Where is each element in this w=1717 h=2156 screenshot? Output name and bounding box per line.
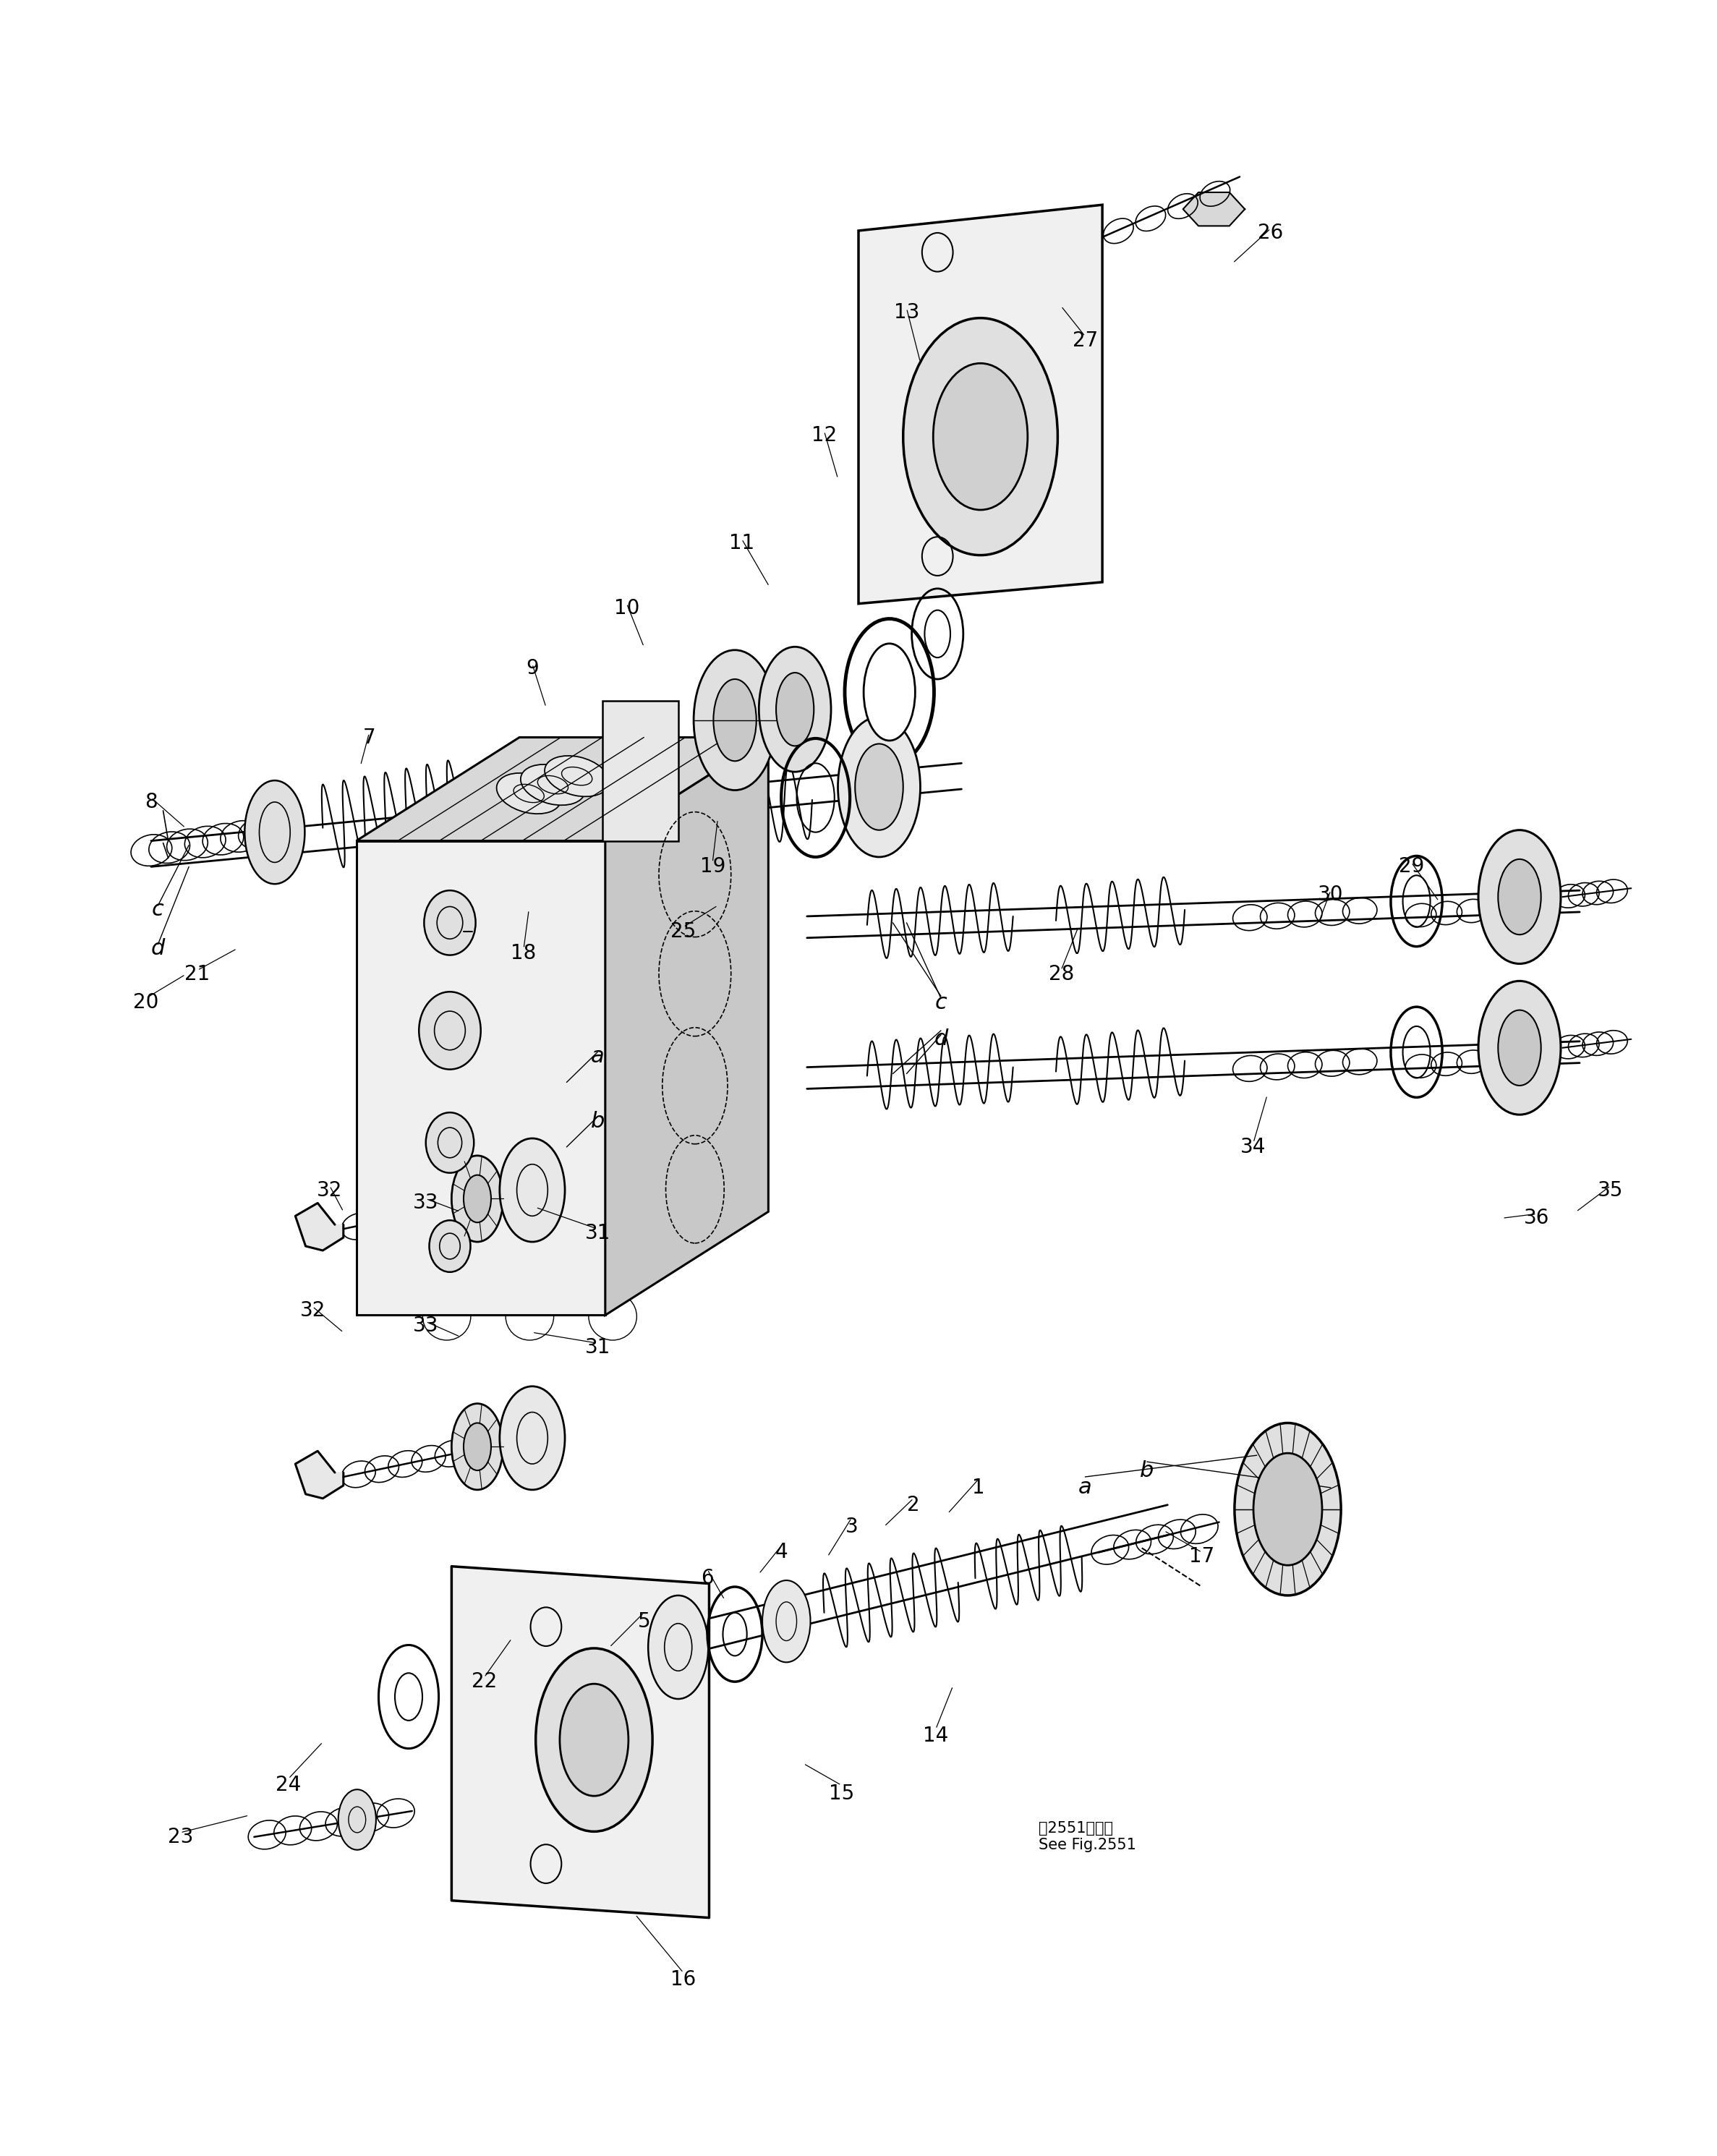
Text: 23: 23: [168, 1826, 192, 1848]
Text: b: b: [1140, 1460, 1154, 1481]
Text: 32: 32: [300, 1300, 325, 1322]
Ellipse shape: [649, 1595, 707, 1699]
Ellipse shape: [1497, 860, 1542, 936]
Polygon shape: [357, 841, 604, 1315]
Text: 10: 10: [615, 597, 639, 619]
Text: 12: 12: [812, 425, 836, 446]
Polygon shape: [357, 737, 767, 841]
Ellipse shape: [464, 1175, 491, 1222]
Text: 33: 33: [414, 1192, 438, 1214]
Ellipse shape: [452, 1404, 503, 1490]
Text: 24: 24: [276, 1774, 300, 1796]
Text: 34: 34: [1241, 1136, 1265, 1158]
Text: 27: 27: [1073, 330, 1097, 351]
Ellipse shape: [520, 765, 585, 804]
Ellipse shape: [419, 992, 481, 1069]
Polygon shape: [858, 205, 1102, 604]
Ellipse shape: [845, 619, 934, 765]
Text: 3: 3: [845, 1516, 858, 1537]
Ellipse shape: [424, 890, 476, 955]
Text: 22: 22: [472, 1671, 496, 1692]
Ellipse shape: [560, 1684, 628, 1796]
Ellipse shape: [244, 780, 306, 884]
Text: 11: 11: [730, 533, 754, 554]
Ellipse shape: [544, 757, 610, 796]
Ellipse shape: [496, 774, 561, 813]
Ellipse shape: [500, 1386, 565, 1490]
Polygon shape: [452, 1565, 709, 1919]
Text: a: a: [591, 1046, 604, 1067]
Text: a: a: [1078, 1477, 1092, 1498]
Ellipse shape: [903, 319, 1058, 556]
Ellipse shape: [1497, 1011, 1542, 1087]
Ellipse shape: [426, 1112, 474, 1173]
Text: 28: 28: [1049, 964, 1073, 985]
Text: 30: 30: [1319, 884, 1343, 906]
Ellipse shape: [452, 1156, 503, 1242]
Text: 33: 33: [414, 1315, 438, 1337]
Text: 26: 26: [1259, 222, 1283, 244]
Ellipse shape: [694, 651, 776, 791]
Polygon shape: [604, 737, 767, 1315]
Text: 17: 17: [1190, 1546, 1214, 1567]
Ellipse shape: [536, 1647, 652, 1833]
Ellipse shape: [1235, 1423, 1341, 1595]
Text: 31: 31: [585, 1222, 610, 1244]
Text: 25: 25: [671, 921, 695, 942]
Text: 31: 31: [585, 1337, 610, 1358]
Text: b: b: [591, 1110, 604, 1132]
Polygon shape: [295, 1451, 343, 1498]
Text: c: c: [151, 899, 165, 921]
Ellipse shape: [932, 364, 1027, 511]
Text: 21: 21: [185, 964, 209, 985]
Text: 36: 36: [1525, 1207, 1549, 1229]
Text: 4: 4: [774, 1542, 788, 1563]
Text: d: d: [934, 1028, 948, 1050]
Text: 1: 1: [972, 1477, 986, 1498]
Ellipse shape: [1478, 981, 1561, 1115]
Text: c: c: [934, 992, 948, 1013]
Text: 18: 18: [512, 942, 536, 964]
Text: 20: 20: [134, 992, 158, 1013]
Ellipse shape: [464, 1423, 491, 1470]
Ellipse shape: [855, 744, 903, 830]
Ellipse shape: [759, 647, 831, 772]
Text: 16: 16: [671, 1968, 695, 1990]
Ellipse shape: [762, 1580, 810, 1662]
Text: 15: 15: [829, 1783, 853, 1805]
Text: 29: 29: [1399, 856, 1423, 877]
Polygon shape: [1183, 192, 1245, 226]
Text: 19: 19: [701, 856, 725, 877]
Text: 2: 2: [907, 1494, 920, 1516]
Ellipse shape: [1478, 830, 1561, 964]
Text: 32: 32: [318, 1179, 342, 1201]
Text: 35: 35: [1599, 1179, 1623, 1201]
Text: 第2551図参照
See Fig.2551: 第2551図参照 See Fig.2551: [1039, 1822, 1137, 1852]
Text: 9: 9: [525, 658, 539, 679]
Ellipse shape: [1253, 1453, 1322, 1565]
Ellipse shape: [864, 645, 915, 742]
Text: 5: 5: [637, 1611, 651, 1632]
Ellipse shape: [500, 1138, 565, 1242]
Text: 6: 6: [701, 1567, 714, 1589]
Text: 14: 14: [924, 1725, 948, 1746]
Ellipse shape: [838, 718, 920, 858]
Text: 7: 7: [362, 727, 376, 748]
Ellipse shape: [714, 679, 755, 761]
Text: 8: 8: [144, 791, 158, 813]
Bar: [603, 701, 678, 841]
Text: 13: 13: [895, 302, 919, 323]
Ellipse shape: [429, 1220, 470, 1272]
Polygon shape: [295, 1203, 343, 1250]
Text: d: d: [151, 938, 165, 959]
Ellipse shape: [776, 673, 814, 746]
Ellipse shape: [338, 1789, 376, 1850]
